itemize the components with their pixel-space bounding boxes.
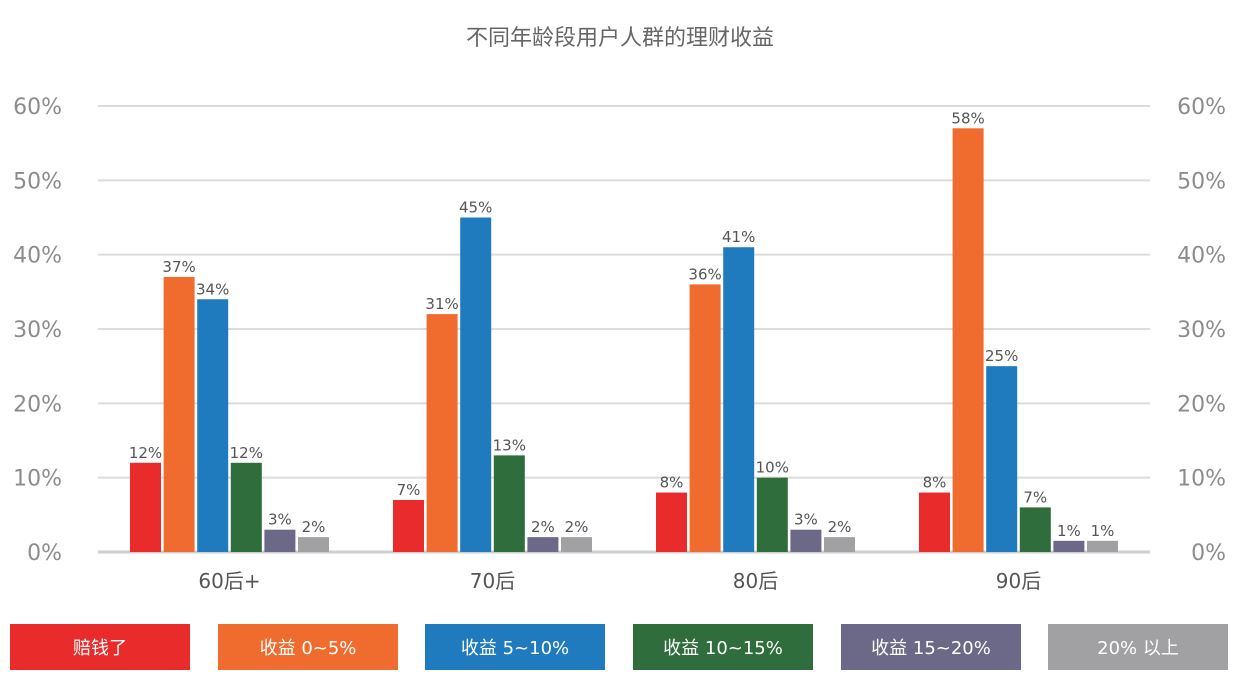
- legend-item: 收益 10~15%: [633, 624, 813, 670]
- bar: [1053, 540, 1085, 552]
- chart-title: 不同年龄段用户人群的理财收益: [466, 26, 774, 51]
- x-tick-label: 80后: [733, 569, 778, 593]
- y-tick-label-right: 50%: [1177, 169, 1226, 194]
- y-tick-label: 0%: [27, 541, 62, 566]
- data-label: 8%: [923, 474, 947, 492]
- bar: [919, 492, 950, 552]
- y-axis-left: 0% 10% 20% 30% 40% 50% 60%: [13, 95, 62, 566]
- bar: [130, 462, 161, 552]
- y-tick-label: 20%: [13, 392, 62, 417]
- bar: [723, 247, 755, 552]
- data-label: 31%: [425, 295, 458, 313]
- x-tick-label: 90后: [996, 569, 1041, 593]
- y-tick-label: 30%: [13, 318, 62, 343]
- bar: [561, 537, 592, 552]
- x-tick-label: 70后: [470, 569, 515, 593]
- bar: [689, 284, 721, 552]
- data-label: 10%: [756, 459, 789, 477]
- y-tick-label-right: 0%: [1191, 541, 1226, 566]
- legend-item: 20% 以上: [1048, 624, 1228, 670]
- data-label: 41%: [722, 228, 755, 246]
- y-axis-right: 0% 10% 20% 30% 40% 50% 60%: [1177, 95, 1226, 566]
- data-label: 34%: [196, 280, 229, 298]
- y-tick-label-right: 20%: [1177, 392, 1226, 417]
- data-label: 13%: [493, 436, 526, 454]
- x-axis: 60后+ 70后 80后 90后: [198, 569, 1041, 593]
- data-label: 36%: [688, 265, 721, 283]
- bar: [393, 499, 424, 552]
- bar: [656, 492, 687, 552]
- bar: [426, 314, 458, 552]
- legend-item: 收益 5~10%: [425, 624, 605, 670]
- data-label: 7%: [1023, 488, 1047, 506]
- bar: [1019, 507, 1051, 552]
- y-tick-label: 50%: [13, 169, 62, 194]
- bar: [986, 366, 1018, 552]
- bar: [230, 462, 262, 552]
- bar: [756, 477, 788, 552]
- data-label: 37%: [162, 258, 195, 276]
- data-label: 2%: [565, 518, 589, 536]
- y-tick-label-right: 10%: [1177, 467, 1226, 492]
- bar: [527, 537, 559, 552]
- data-label: 45%: [459, 199, 492, 217]
- x-tick-label: 60后+: [198, 569, 260, 593]
- bar: [197, 299, 229, 552]
- y-tick-label-right: 30%: [1177, 318, 1226, 343]
- legend-item: 收益 15~20%: [841, 624, 1021, 670]
- y-tick-label: 60%: [13, 95, 62, 120]
- bar: [952, 128, 984, 553]
- data-label: 3%: [794, 511, 818, 529]
- data-label: 12%: [129, 444, 162, 462]
- data-label: 25%: [985, 347, 1018, 365]
- data-label: 2%: [828, 518, 852, 536]
- bar: [264, 529, 296, 552]
- data-label: 12%: [230, 444, 263, 462]
- data-label: 1%: [1057, 522, 1081, 540]
- y-tick-label: 10%: [13, 467, 62, 492]
- legend-item: 赔钱了: [10, 624, 190, 670]
- data-label: 7%: [397, 481, 421, 499]
- bar-series: 12% 37%34% 12% 3% 2% 7% 31% 45% 13% 2% 2% 8% 36% 41% 1…: [129, 109, 1118, 553]
- bar: [824, 537, 855, 552]
- legend-item: 收益 0~5%: [218, 624, 398, 670]
- bar: [460, 217, 492, 552]
- bar: [163, 276, 195, 552]
- bar: [1087, 540, 1118, 552]
- data-label: 2%: [302, 518, 326, 536]
- bar: [493, 455, 525, 552]
- data-label: 58%: [951, 109, 984, 127]
- bar: [298, 537, 329, 552]
- y-tick-label-right: 40%: [1177, 244, 1226, 269]
- data-label: 1%: [1091, 522, 1115, 540]
- y-tick-label-right: 60%: [1177, 95, 1226, 120]
- bar: [790, 529, 822, 552]
- legend: 赔钱了 收益 0~5% 收益 5~10% 收益 10~15% 收益 15~20% 20% …: [0, 624, 1240, 670]
- y-tick-label: 40%: [13, 244, 62, 269]
- data-label: 2%: [531, 518, 555, 536]
- data-label: 8%: [660, 474, 684, 492]
- data-label: 3%: [268, 511, 292, 529]
